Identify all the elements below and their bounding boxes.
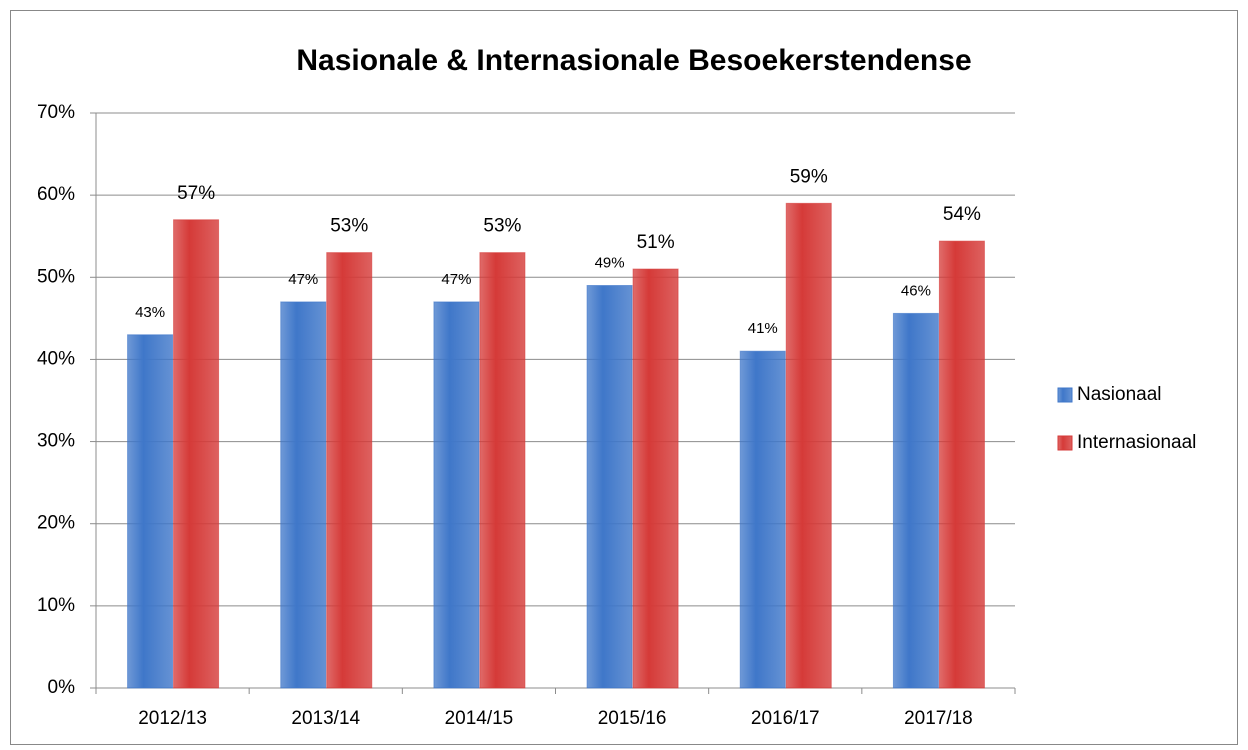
x-tick-label: 2013/14 bbox=[291, 708, 360, 729]
chart-title: Nasionale & Internasionale Besoekerstend… bbox=[296, 44, 971, 77]
bar bbox=[173, 219, 220, 689]
data-label: 54% bbox=[943, 204, 981, 225]
bar bbox=[632, 268, 679, 689]
legend-swatch bbox=[1057, 435, 1073, 451]
legend-swatch bbox=[1057, 387, 1073, 403]
data-label: 53% bbox=[483, 216, 521, 237]
y-tick-label: 70% bbox=[37, 102, 75, 123]
bar bbox=[785, 202, 832, 689]
x-tick-label: 2016/17 bbox=[751, 708, 820, 729]
y-tick-label: 60% bbox=[37, 184, 75, 205]
data-label: 43% bbox=[135, 304, 165, 321]
y-tick-label: 20% bbox=[37, 513, 75, 534]
y-tick-label: 40% bbox=[37, 348, 75, 369]
x-tick-label: 2012/13 bbox=[138, 708, 207, 729]
bar bbox=[892, 312, 939, 689]
bar bbox=[433, 301, 480, 689]
y-tick-label: 10% bbox=[37, 595, 75, 616]
data-label: 41% bbox=[748, 320, 778, 337]
bar bbox=[326, 252, 373, 689]
x-tick-label: 2014/15 bbox=[445, 708, 514, 729]
x-tick-label: 2015/16 bbox=[598, 708, 667, 729]
legend-label: Nasionaal bbox=[1077, 384, 1162, 405]
data-label: 51% bbox=[637, 232, 675, 253]
y-tick-label: 50% bbox=[37, 266, 75, 287]
bar bbox=[586, 285, 633, 689]
data-label: 53% bbox=[330, 216, 368, 237]
bar bbox=[127, 334, 174, 689]
bar bbox=[479, 252, 526, 689]
bar bbox=[739, 350, 786, 689]
data-label: 59% bbox=[790, 166, 828, 187]
data-label: 57% bbox=[177, 183, 215, 204]
y-tick-label: 30% bbox=[37, 431, 75, 452]
data-label: 46% bbox=[901, 282, 931, 299]
data-label: 49% bbox=[595, 254, 625, 271]
bar bbox=[280, 301, 327, 689]
bar bbox=[938, 240, 985, 689]
legend-label: Internasionaal bbox=[1077, 432, 1196, 453]
y-tick-label: 0% bbox=[48, 677, 76, 698]
x-tick-label: 2017/18 bbox=[904, 708, 973, 729]
data-label: 47% bbox=[288, 271, 318, 288]
data-label: 47% bbox=[441, 271, 471, 288]
